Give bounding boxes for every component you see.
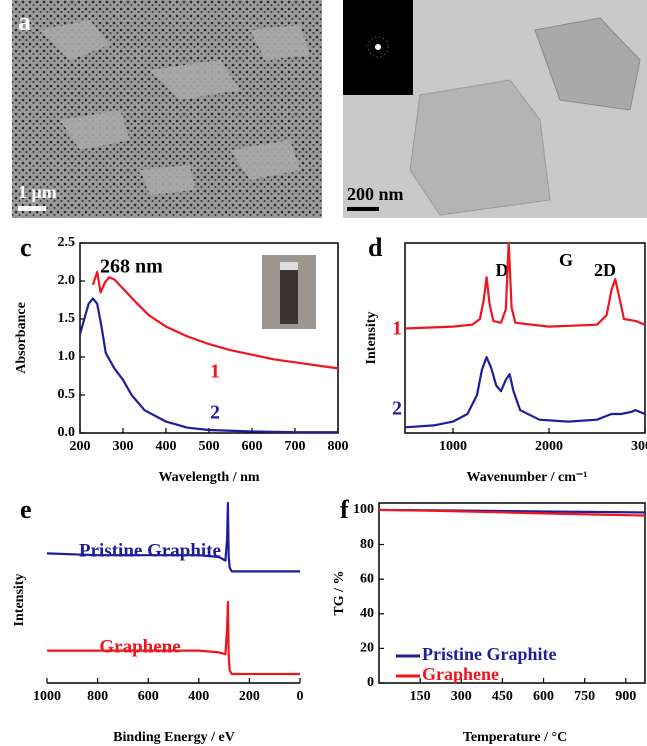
x-tick-label: 2000 bbox=[535, 439, 563, 454]
x-axis-label: Binding Energy / eV bbox=[113, 730, 235, 745]
x-tick-label: 700 bbox=[285, 439, 306, 454]
figure: a 1 μm b 200 nm c2003004005006007008000.… bbox=[0, 0, 647, 746]
panel-label: b bbox=[348, 7, 362, 36]
x-tick-label: 400 bbox=[156, 439, 177, 454]
x-axis-label: Temperature / °C bbox=[463, 730, 567, 745]
peak-label: G bbox=[559, 250, 573, 270]
x-tick-label: 400 bbox=[188, 689, 209, 704]
panel-label: d bbox=[368, 233, 383, 262]
series-label: Pristine Graphite bbox=[79, 540, 221, 561]
x-tick-label: 300 bbox=[113, 439, 134, 454]
sem-image: a 1 μm bbox=[12, 0, 322, 218]
panel-label: a bbox=[18, 7, 31, 36]
y-axis-label: TG / % bbox=[332, 570, 347, 615]
x-tick-label: 200 bbox=[70, 439, 91, 454]
series-label: 1 bbox=[210, 361, 220, 383]
tem-image: b 200 nm bbox=[343, 0, 647, 218]
series-label: 1 bbox=[392, 318, 402, 340]
y-tick-label: 60 bbox=[360, 571, 374, 586]
y-tick-label: 40 bbox=[360, 606, 374, 621]
panel-label: c bbox=[20, 233, 32, 262]
y-tick-label: 100 bbox=[353, 502, 374, 517]
y-tick-label: 0.0 bbox=[58, 425, 76, 440]
x-tick-label: 500 bbox=[199, 439, 220, 454]
series-line bbox=[405, 357, 645, 427]
x-tick-label: 600 bbox=[533, 689, 554, 704]
x-tick-label: 800 bbox=[87, 689, 108, 704]
legend-label: Pristine Graphite bbox=[422, 644, 556, 664]
cuvette-photo bbox=[262, 255, 316, 329]
y-tick-label: 1.5 bbox=[58, 311, 76, 326]
series-label: Graphene bbox=[99, 636, 180, 657]
series-label: 2 bbox=[210, 402, 220, 424]
x-tick-label: 200 bbox=[239, 689, 260, 704]
x-tick-label: 150 bbox=[410, 689, 431, 704]
x-tick-label: 800 bbox=[328, 439, 349, 454]
peak-label: 2D bbox=[594, 260, 616, 280]
x-tick-label: 1000 bbox=[439, 439, 467, 454]
y-tick-label: 0.5 bbox=[58, 387, 76, 402]
x-tick-label: 450 bbox=[492, 689, 513, 704]
x-tick-label: 900 bbox=[615, 689, 636, 704]
series-line bbox=[405, 243, 645, 329]
x-axis-label: Wavenumber / cm⁻¹ bbox=[467, 470, 588, 485]
x-tick-label: 600 bbox=[242, 439, 263, 454]
y-tick-label: 80 bbox=[360, 537, 374, 552]
y-tick-label: 2.0 bbox=[58, 273, 76, 288]
series-label: 2 bbox=[392, 398, 402, 420]
y-tick-label: 0 bbox=[367, 675, 374, 690]
y-axis-label: Intensity bbox=[364, 312, 379, 365]
x-tick-label: 1000 bbox=[33, 689, 61, 704]
x-tick-label: 750 bbox=[574, 689, 595, 704]
y-axis-label: Absorbance bbox=[14, 302, 29, 374]
panel-label: e bbox=[20, 495, 32, 524]
x-tick-label: 0 bbox=[297, 689, 304, 704]
panel-label: f bbox=[340, 495, 349, 524]
y-tick-label: 20 bbox=[360, 641, 374, 656]
x-axis-label: Wavelength / nm bbox=[158, 470, 259, 485]
scale-bar-label: 1 μm bbox=[18, 182, 57, 202]
x-tick-label: 3000 bbox=[631, 439, 647, 454]
scale-bar-label: 200 nm bbox=[347, 184, 404, 204]
y-tick-label: 1.0 bbox=[58, 349, 76, 364]
x-tick-label: 300 bbox=[451, 689, 472, 704]
legend-label: Graphene bbox=[422, 664, 499, 684]
y-tick-label: 2.5 bbox=[58, 235, 76, 250]
y-axis-label: Intensity bbox=[12, 574, 27, 627]
x-tick-label: 600 bbox=[138, 689, 159, 704]
annotation: 268 nm bbox=[100, 256, 163, 278]
